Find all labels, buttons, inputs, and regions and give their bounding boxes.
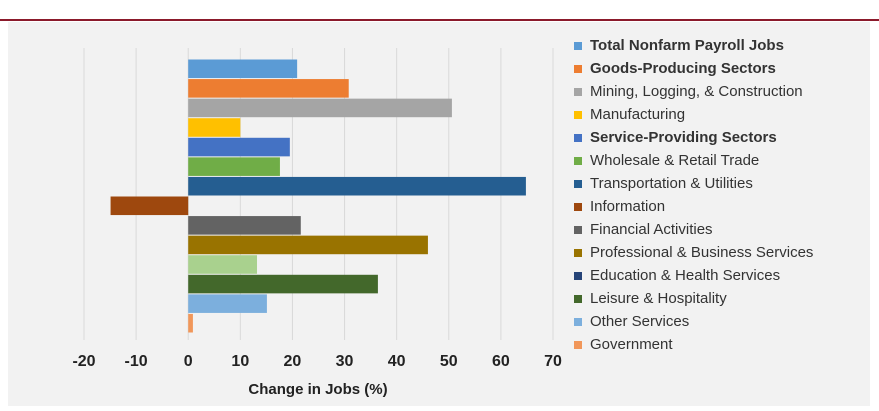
legend-swatch xyxy=(574,249,582,257)
bar xyxy=(188,216,301,235)
legend-label: Transportation & Utilities xyxy=(590,175,753,192)
legend-swatch xyxy=(574,226,582,234)
legend-label: Professional & Business Services xyxy=(590,244,813,261)
bar xyxy=(188,313,193,333)
bar xyxy=(188,157,280,176)
legend-label: Wholesale & Retail Trade xyxy=(590,152,759,169)
x-tick-label: 40 xyxy=(388,353,406,370)
legend-swatch xyxy=(574,180,582,188)
x-axis-label: Change in Jobs (%) xyxy=(248,381,387,398)
legend-label: Education & Health Services xyxy=(590,267,780,284)
legend-label: Mining, Logging, & Construction xyxy=(590,83,803,100)
legend-label: Goods-Producing Sectors xyxy=(590,60,776,77)
bar xyxy=(188,176,526,196)
x-tick-label: -10 xyxy=(125,353,148,370)
bar xyxy=(188,137,290,157)
legend-label: Information xyxy=(590,198,665,215)
legend-swatch xyxy=(574,88,582,96)
x-tick-label: -20 xyxy=(72,353,95,370)
bar xyxy=(188,294,267,313)
x-tick-label: 30 xyxy=(336,353,354,370)
x-tick-label: 50 xyxy=(440,353,458,370)
x-tick-label: 70 xyxy=(544,353,562,370)
bar xyxy=(188,118,241,137)
legend-swatch xyxy=(574,65,582,73)
legend-label: Service-Providing Sectors xyxy=(590,129,777,146)
legend-swatch xyxy=(574,157,582,165)
legend-label: Other Services xyxy=(590,313,689,330)
x-tick-label: 60 xyxy=(492,353,510,370)
bar xyxy=(188,79,349,98)
bar xyxy=(188,235,428,255)
legend-swatch xyxy=(574,318,582,326)
x-tick-label: 10 xyxy=(231,353,249,370)
legend-swatch xyxy=(574,134,582,142)
bar xyxy=(110,196,189,216)
bar xyxy=(188,255,258,274)
legend-swatch xyxy=(574,295,582,303)
legend-swatch xyxy=(574,111,582,119)
legend-label: Financial Activities xyxy=(590,221,713,238)
legend-swatch xyxy=(574,341,582,349)
legend-swatch xyxy=(574,42,582,50)
legend-label: Manufacturing xyxy=(590,106,685,123)
x-tick-label: 20 xyxy=(284,353,302,370)
bar xyxy=(188,274,378,294)
legend-label: Leisure & Hospitality xyxy=(590,290,727,307)
legend-label: Government xyxy=(590,336,673,353)
legend-swatch xyxy=(574,203,582,211)
legend-swatch xyxy=(574,272,582,280)
legend-label: Total Nonfarm Payroll Jobs xyxy=(590,37,784,54)
x-tick-label: 0 xyxy=(184,353,193,370)
bar xyxy=(188,59,298,79)
bar xyxy=(188,98,452,118)
